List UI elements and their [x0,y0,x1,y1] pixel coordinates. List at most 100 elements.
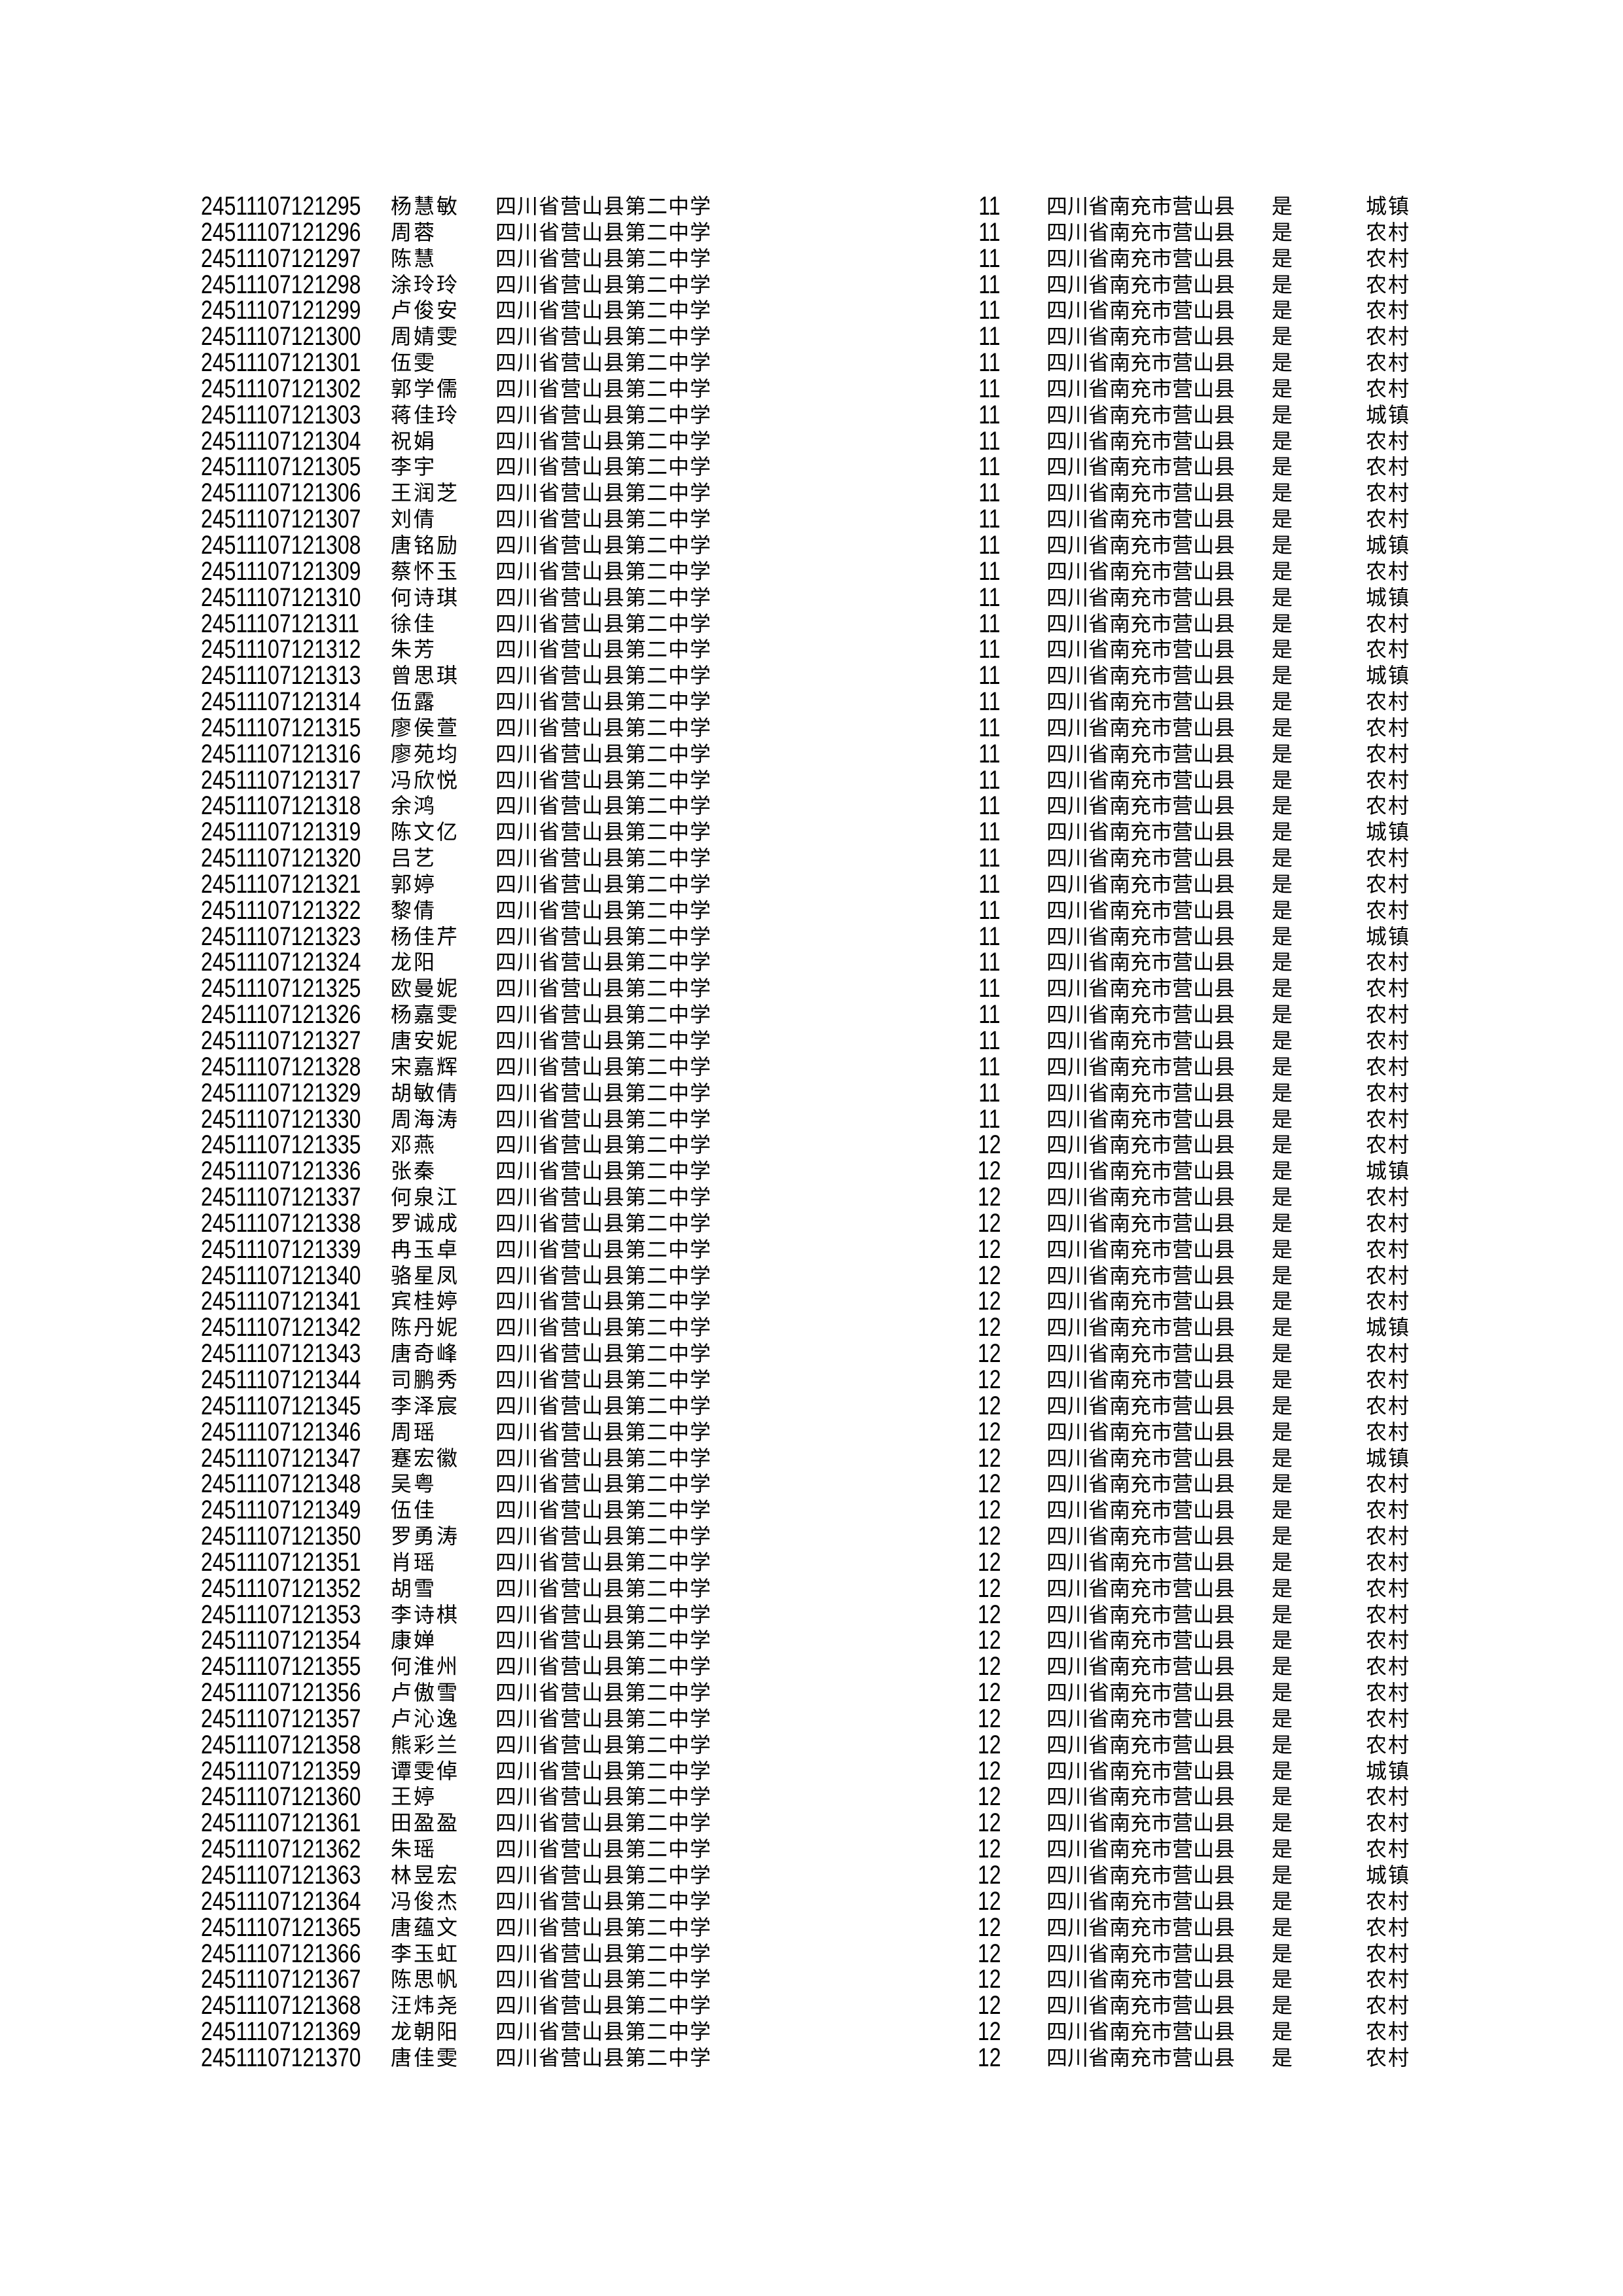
grade-cell-value: 12 [977,1600,1001,1629]
grade-cell: 12 [935,1289,1001,1315]
grade-cell: 11 [935,1080,1001,1107]
grade-cell: 11 [935,245,1001,272]
exam-id-cell-value: 24511107121354 [201,1626,361,1655]
student-name-cell: 卢傲雪 [391,1681,460,1705]
confirm-flag-cell: 是 [1272,1628,1293,1653]
grade-cell-value: 11 [978,270,1001,299]
grade-cell: 12 [935,1602,1001,1628]
confirm-flag-cell: 是 [1272,846,1293,870]
school-cell: 四川省营山县第二中学 [495,1107,712,1131]
grade-cell-value: 12 [977,1835,1001,1864]
residence-type-cell: 城镇 [1366,403,1411,427]
school-cell: 四川省营山县第二中学 [495,533,712,557]
exam-id-cell: 24511107121355 [201,1653,401,1680]
exam-id-cell: 24511107121319 [201,819,401,846]
grade-cell: 12 [935,1810,1001,1837]
grade-cell-value: 11 [978,556,1001,586]
exam-id-cell-value: 24511107121344 [201,1365,361,1394]
student-name-cell: 蔡怀玉 [391,559,460,583]
school-cell: 四川省营山县第二中学 [495,1785,712,1809]
confirm-flag-cell: 是 [1272,559,1293,583]
school-cell: 四川省营山县第二中学 [495,1863,712,1887]
table-row: 24511107121326 杨嘉雯 四川省营山县第二中学 11 四川省南充市营山县 是 农… [0,1001,1623,1028]
grade-cell: 11 [935,323,1001,350]
grade-cell-value: 11 [978,844,1001,873]
confirm-flag-cell: 是 [1272,1107,1293,1131]
region-cell: 四川省南充市营山县 [1046,1107,1236,1131]
student-name-cell: 杨慧敏 [391,194,460,218]
school-cell: 四川省营山县第二中学 [495,220,712,244]
grade-cell: 12 [935,1732,1001,1759]
grade-cell-value: 11 [978,635,1001,664]
student-name-cell: 祝娟 [391,429,437,453]
region-cell: 四川省南充市营山县 [1046,1863,1236,1887]
student-name-cell: 骆星凤 [391,1263,460,1287]
exam-id-cell-value: 24511107121315 [201,713,361,742]
region-cell: 四川省南充市营山县 [1046,611,1236,636]
residence-type-cell: 城镇 [1366,585,1411,609]
grade-cell-value: 12 [977,1965,1001,1994]
exam-id-cell-value: 24511107121327 [201,1026,361,1055]
grade-cell-value: 11 [978,583,1001,612]
grade-cell-value: 11 [978,713,1001,742]
region-cell: 四川省南充市营山县 [1046,246,1236,270]
residence-type-cell: 农村 [1366,1889,1411,1913]
school-cell: 四川省营山县第二中学 [495,455,712,479]
exam-id-cell-value: 24511107121362 [201,1835,361,1864]
residence-type-cell: 农村 [1366,220,1411,244]
confirm-flag-cell: 是 [1272,325,1293,349]
confirm-flag-cell: 是 [1272,1811,1293,1835]
exam-id-cell: 24511107121363 [201,1861,401,1890]
table-row: 24511107121309 蔡怀玉 四川省营山县第二中学 11 四川省南充市营山县 是 农… [0,556,1623,586]
exam-id-cell: 24511107121328 [201,1054,401,1081]
table-row: 24511107121341 宾桂婷 四川省营山县第二中学 12 四川省南充市营山县 是 农… [0,1289,1623,1315]
exam-id-cell-value: 24511107121339 [201,1234,361,1264]
grade-cell: 11 [935,635,1001,664]
exam-id-cell-value: 24511107121314 [201,687,361,717]
grade-cell: 12 [935,1706,1001,1732]
grade-cell: 12 [935,1912,1001,1942]
grade-cell: 11 [935,741,1001,768]
exam-id-cell-value: 24511107121348 [201,1469,361,1499]
school-cell: 四川省营山县第二中学 [495,2045,712,2070]
school-cell: 四川省营山县第二中学 [495,1054,712,1079]
grade-cell-value: 12 [977,1912,1001,1942]
student-name-cell: 唐铭励 [391,533,460,557]
grade-cell-value: 12 [977,1157,1001,1186]
region-cell: 四川省南充市营山县 [1046,1602,1236,1626]
region-cell: 四川省南充市营山县 [1046,820,1236,844]
residence-type-cell: 城镇 [1366,1446,1411,1470]
grade-cell: 12 [935,1862,1001,1889]
residence-type-cell: 农村 [1366,1524,1411,1549]
region-cell: 四川省南充市营山县 [1046,403,1236,427]
student-name-cell: 伍露 [391,690,437,714]
confirm-flag-cell: 是 [1272,1602,1293,1626]
exam-id-cell-value: 24511107121347 [201,1443,361,1473]
grade-cell: 12 [935,1367,1001,1393]
student-name-cell: 何诗琪 [391,585,460,609]
grade-cell: 11 [935,532,1001,559]
residence-type-cell: 城镇 [1366,1863,1411,1887]
residence-type-cell: 农村 [1366,507,1411,531]
table-row: 24511107121358 熊彩兰 四川省营山县第二中学 12 四川省南充市营山县 是 农… [0,1732,1623,1759]
grade-cell-value: 12 [977,1261,1001,1290]
region-cell: 四川省南充市营山县 [1046,1576,1236,1600]
grade-cell-value: 12 [977,1991,1001,2020]
school-cell: 四川省营山县第二中学 [495,1185,712,1210]
exam-id-cell-value: 24511107121310 [201,583,361,612]
confirm-flag-cell: 是 [1272,1003,1293,1027]
exam-id-cell: 24511107121370 [201,2045,401,2072]
student-name-cell: 唐奇峰 [391,1342,460,1366]
residence-type-cell: 城镇 [1366,533,1411,557]
exam-id-cell-value: 24511107121363 [201,1861,361,1890]
grade-cell-value: 12 [977,1496,1001,1525]
exam-id-cell: 24511107121312 [201,636,401,663]
grade-cell: 12 [935,1941,1001,1967]
residence-type-cell: 农村 [1366,690,1411,714]
region-cell: 四川省南充市营山县 [1046,194,1236,218]
student-name-cell: 李玉虹 [391,1941,460,1965]
grade-cell: 12 [935,1758,1001,1785]
grade-cell: 12 [935,1184,1001,1211]
school-cell: 四川省营山县第二中学 [495,820,712,844]
